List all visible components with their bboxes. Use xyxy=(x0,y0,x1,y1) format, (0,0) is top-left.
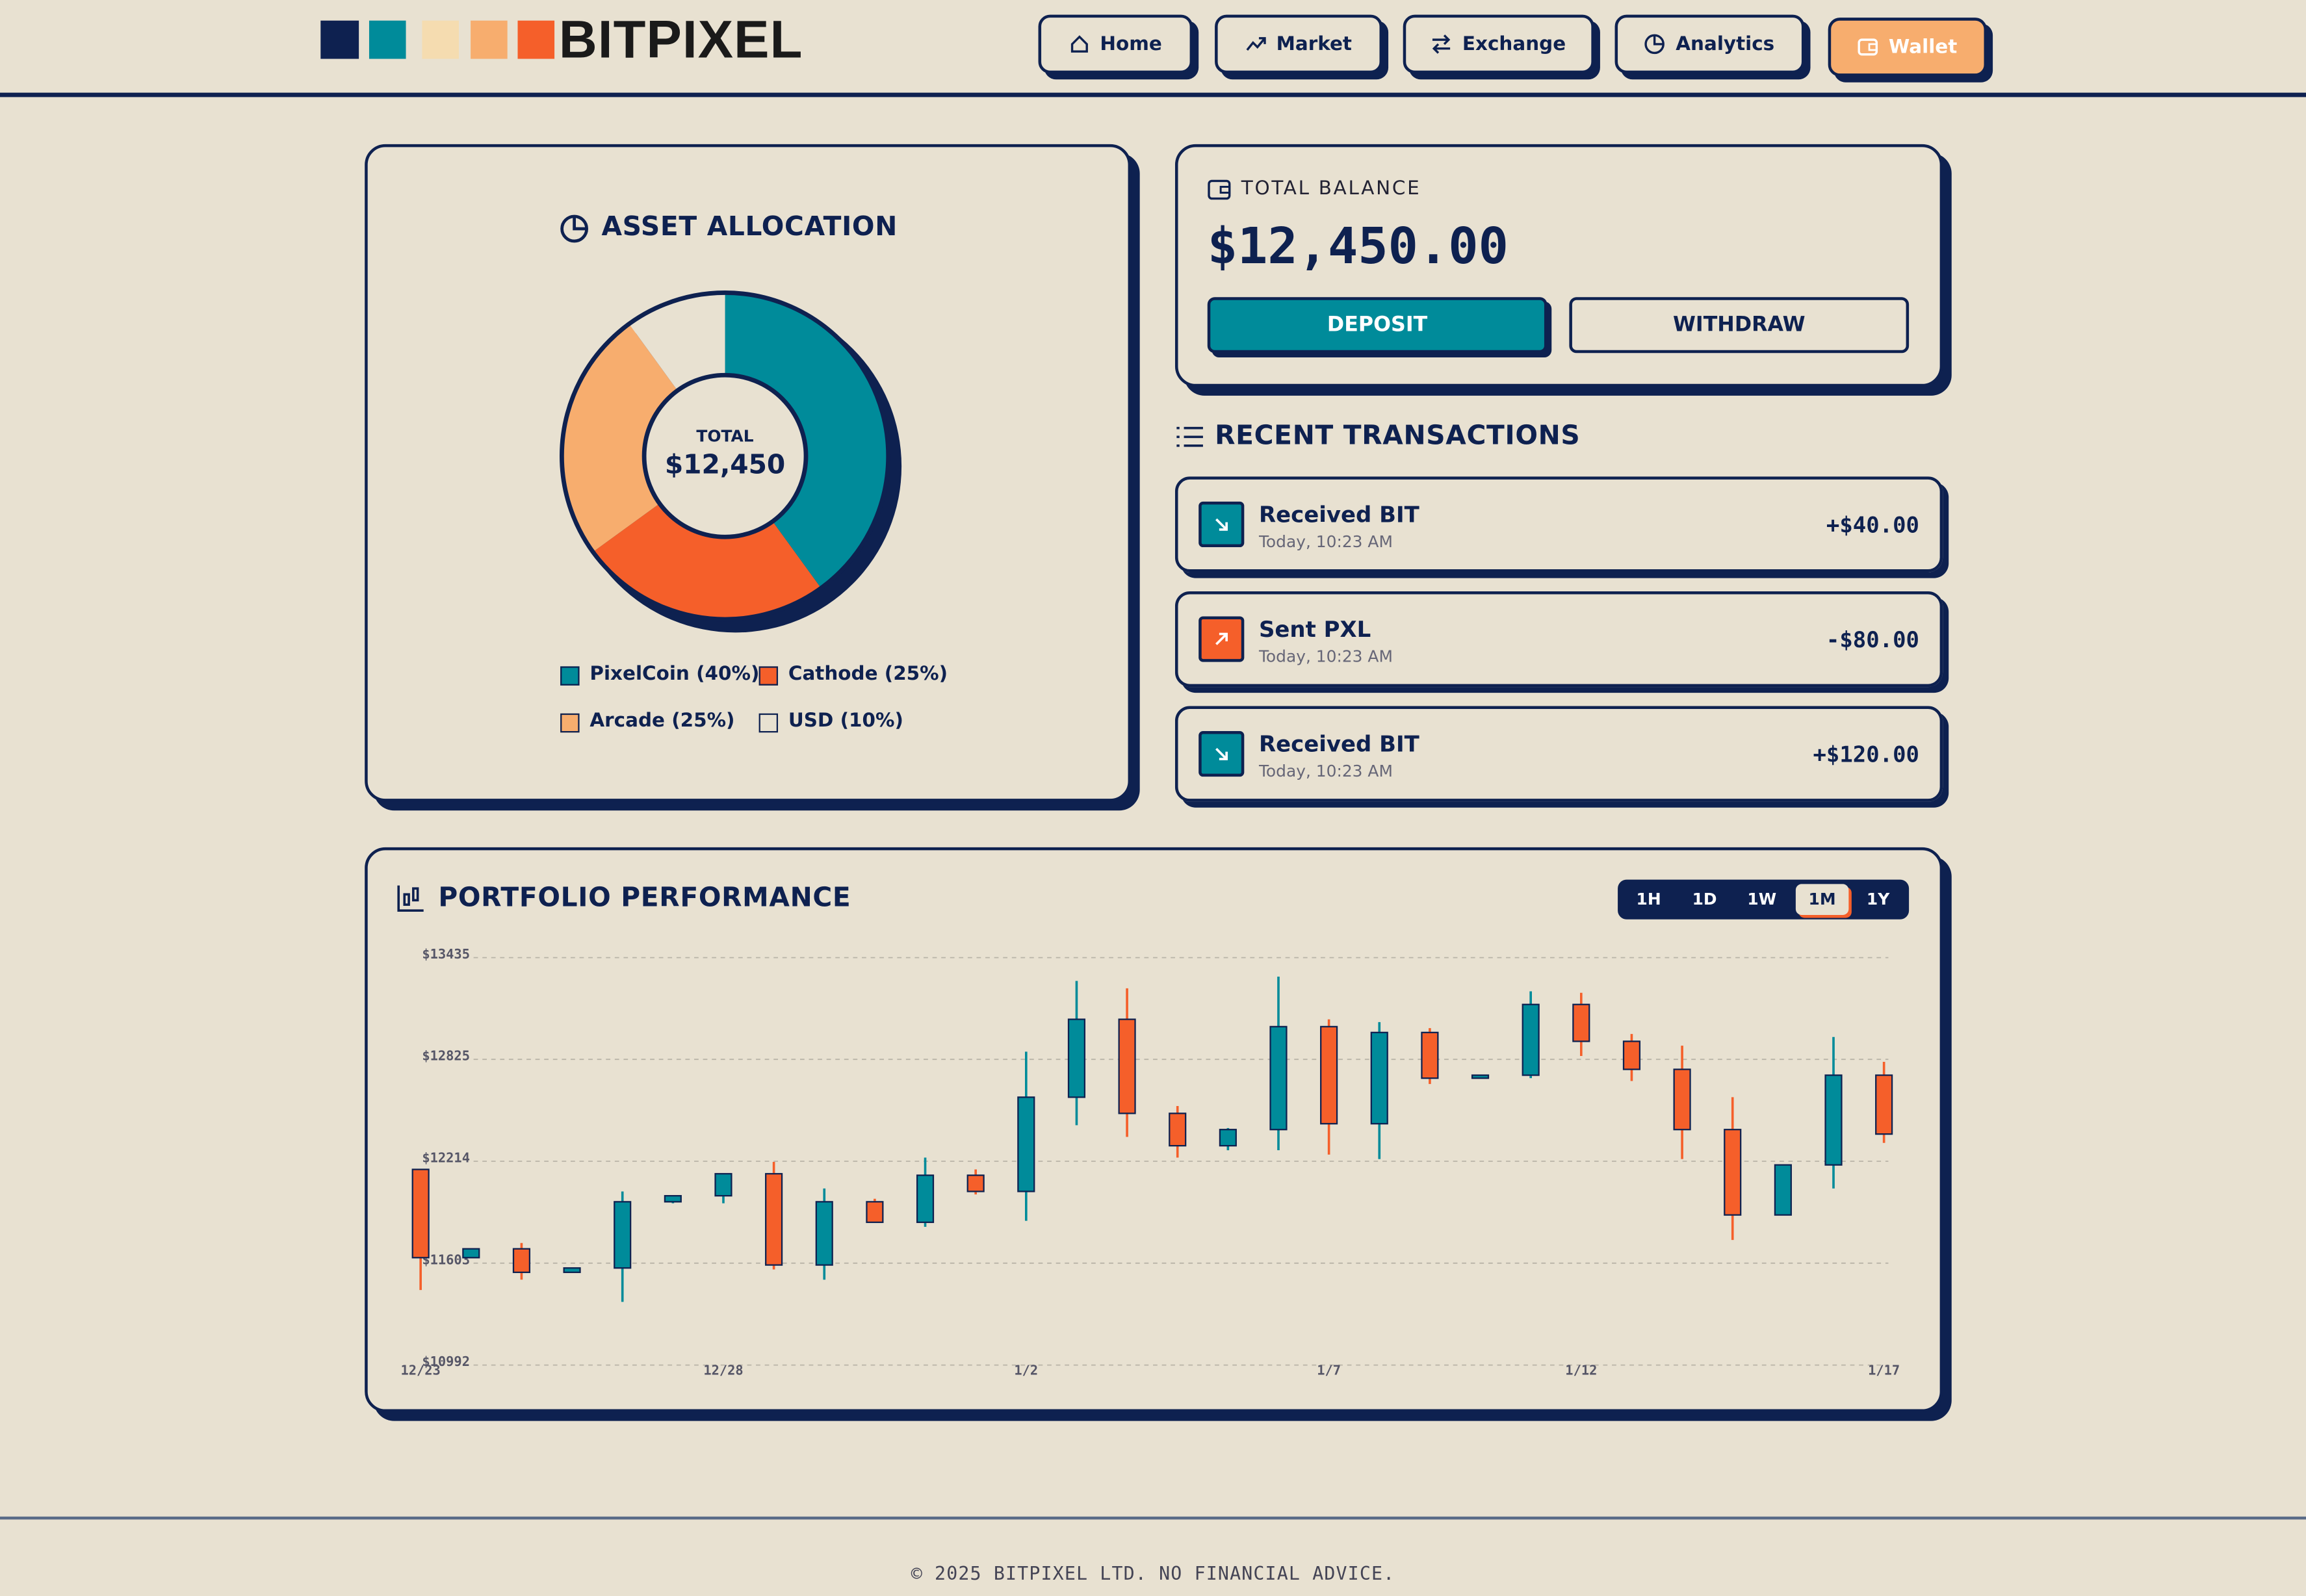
logo-square xyxy=(471,20,508,59)
transaction-icon xyxy=(1198,616,1245,662)
footer-rule xyxy=(0,1516,2306,1520)
nav-button[interactable]: Analytics xyxy=(1614,14,1805,74)
legend-swatch xyxy=(758,713,779,733)
balance-label: TOTAL BALANCE xyxy=(1241,177,1421,200)
list-icon xyxy=(1176,426,1203,447)
nav-icon xyxy=(1858,38,1878,56)
wallet-icon xyxy=(1208,179,1231,200)
transaction-time: Today, 10:23 AM xyxy=(1258,647,1393,667)
allocation-card xyxy=(365,144,1132,802)
performance-title: PORTFOLIO PERFORMANCE xyxy=(438,882,851,914)
transaction-icon xyxy=(1198,501,1245,548)
logo-square xyxy=(320,20,359,59)
transaction: Received BIT Today, 10:23 AM +$40.00 xyxy=(1174,476,1943,573)
footer: © 2025 BITPIXEL LTD. NO FINANCIAL ADVICE… xyxy=(911,1562,1395,1584)
nav-label: Exchange xyxy=(1462,32,1566,55)
chart-icon xyxy=(397,885,424,912)
arrow xyxy=(1215,747,1228,760)
allocation-title: ASSET ALLOCATION xyxy=(601,211,898,243)
legend-swatch xyxy=(758,666,779,686)
legend-label: Cathode (25%) xyxy=(788,663,948,686)
range-button[interactable]: 1M xyxy=(1795,884,1849,915)
nav-icon xyxy=(1245,37,1266,51)
logo-square xyxy=(422,20,459,59)
nav-label: Analytics xyxy=(1676,32,1775,55)
transaction-time: Today, 10:23 AM xyxy=(1258,532,1393,552)
logo-square xyxy=(517,20,555,59)
transaction-title: Sent PXL xyxy=(1258,616,1371,643)
nav-label: Market xyxy=(1276,32,1353,55)
balance-amount: $12,450.00 xyxy=(1207,218,1509,277)
nav-icon xyxy=(1432,34,1451,54)
legend-label: PixelCoin (40%) xyxy=(589,663,760,686)
pie-icon xyxy=(560,214,589,243)
transaction-title: Received BIT xyxy=(1258,731,1419,758)
transaction-amount: -$80.00 xyxy=(1826,626,1919,654)
transaction: Received BIT Today, 10:23 AM +$120.00 xyxy=(1174,706,1943,802)
nav-button[interactable]: Wallet xyxy=(1828,18,1988,77)
nav-button[interactable]: Home xyxy=(1038,14,1193,74)
transactions-title: RECENT TRANSACTIONS xyxy=(1215,420,1581,452)
legend-swatch xyxy=(560,666,580,686)
transaction: Sent PXL Today, 10:23 AM -$80.00 xyxy=(1174,591,1943,688)
nav-button[interactable]: Exchange xyxy=(1403,14,1594,74)
legend-swatch xyxy=(560,713,580,733)
range-button[interactable]: 1W xyxy=(1747,890,1777,909)
performance-card xyxy=(365,847,1943,1413)
transaction-title: Received BIT xyxy=(1258,501,1419,528)
header xyxy=(0,0,2306,97)
transaction-time: Today, 10:23 AM xyxy=(1258,762,1393,781)
arrow xyxy=(1215,632,1228,645)
range-selector xyxy=(1618,879,1910,920)
range-button[interactable]: 1Y xyxy=(1866,890,1890,909)
transaction-amount: +$120.00 xyxy=(1813,741,1919,768)
nav-label: Wallet xyxy=(1888,36,1958,58)
legend-label: USD (10%) xyxy=(788,710,903,733)
arrow xyxy=(1215,518,1228,531)
deposit-button[interactable]: DEPOSIT xyxy=(1207,297,1548,354)
nav-icon xyxy=(1645,34,1665,55)
withdraw-button[interactable]: WITHDRAW xyxy=(1569,297,1910,354)
range-button[interactable]: 1H xyxy=(1636,890,1661,909)
transaction-amount: +$40.00 xyxy=(1826,511,1919,539)
nav-label: Home xyxy=(1100,32,1162,55)
transaction-icon xyxy=(1198,731,1245,777)
legend-label: Arcade (25%) xyxy=(589,710,735,733)
nav-icon xyxy=(1070,35,1088,53)
brand: BITPIXEL xyxy=(558,8,803,70)
logo-square xyxy=(369,20,406,59)
range-button[interactable]: 1D xyxy=(1692,890,1717,909)
nav-button[interactable]: Market xyxy=(1215,14,1383,74)
